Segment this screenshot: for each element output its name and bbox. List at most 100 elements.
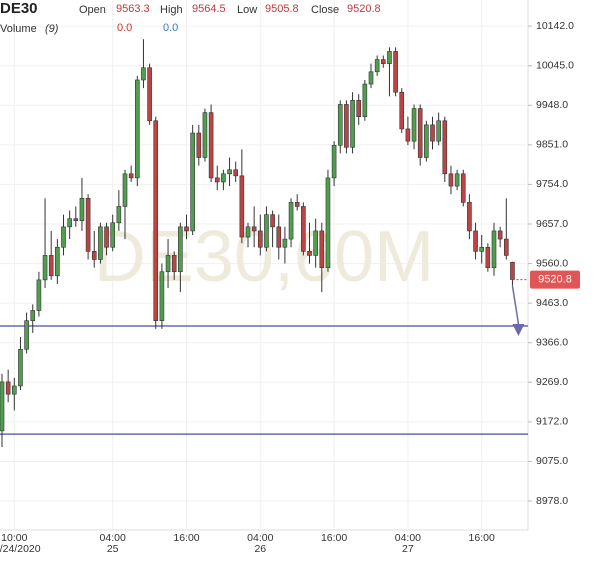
candle-body	[153, 120, 159, 321]
candle-body	[0, 381, 5, 432]
candle-body	[491, 230, 497, 268]
candle-body	[214, 177, 220, 183]
candle-body	[24, 320, 29, 350]
candle-body	[301, 206, 306, 252]
candle-body	[485, 246, 491, 268]
candle-body	[5, 381, 11, 395]
candle-body	[380, 59, 386, 64]
candle-body	[448, 173, 454, 187]
x-date-label: 27	[402, 543, 414, 555]
open-label: Open	[79, 4, 106, 16]
volume-label: Volume	[0, 23, 37, 35]
x-date-label: 26	[254, 543, 266, 555]
x-date-label: 25	[107, 543, 119, 555]
candle-body	[239, 175, 245, 238]
y-tick-label: 9269.0	[536, 376, 568, 388]
candle-body	[497, 230, 503, 240]
candle-body	[128, 173, 134, 179]
x-tick-label: 04:00	[395, 532, 421, 544]
candle-body	[147, 67, 152, 122]
candle-body	[362, 83, 368, 117]
arrow	[511, 285, 520, 325]
candle-body	[282, 238, 288, 248]
candle-body	[251, 226, 257, 232]
candle-body	[184, 226, 189, 232]
y-tick-label: 10142.0	[536, 20, 574, 32]
close-value: 9520.8	[347, 3, 381, 15]
candle-body	[417, 108, 423, 158]
open-value: 9563.3	[116, 3, 150, 15]
y-tick-label: 10045.0	[536, 59, 574, 71]
candle-body	[42, 255, 48, 281]
candle-body	[368, 71, 374, 85]
candle-body	[264, 214, 269, 248]
candle-body	[196, 132, 202, 158]
candle-body	[30, 310, 36, 321]
y-tick-label: 9560.0	[536, 257, 568, 269]
candle-body	[399, 91, 405, 130]
candle-body	[387, 51, 392, 64]
y-tick-label: 9463.0	[536, 297, 568, 309]
candle-body	[227, 169, 232, 175]
close-label: Close	[311, 4, 339, 16]
candle-body	[73, 218, 79, 222]
candle-body	[233, 169, 238, 177]
candle-body	[79, 197, 85, 222]
candle-body	[122, 173, 128, 207]
candle-body	[91, 251, 97, 260]
candle-body	[356, 100, 362, 117]
candle-body	[350, 100, 355, 148]
x-tick-label: 10:00	[1, 532, 27, 544]
candle-body	[344, 104, 349, 148]
candle-body	[405, 128, 411, 142]
candle-body	[430, 124, 435, 142]
candle-body	[270, 214, 275, 228]
y-tick-label: 9657.0	[536, 218, 568, 230]
x-date-label: 03/24/2020	[0, 543, 41, 555]
candle-body	[257, 230, 263, 248]
candle-body	[165, 255, 171, 273]
y-tick-label: 8978.0	[536, 495, 568, 507]
watermark: DE30,60M	[94, 217, 434, 297]
candle-body	[135, 79, 140, 179]
candle-body	[67, 218, 72, 228]
high-label: High	[160, 4, 183, 16]
candle-body	[178, 226, 183, 273]
candle-body	[85, 197, 91, 252]
x-tick-label: 16:00	[469, 532, 495, 544]
low-value: 9505.8	[265, 3, 299, 15]
plot	[0, 39, 528, 448]
y-tick-label: 9172.0	[536, 416, 568, 428]
candle-body	[479, 246, 485, 252]
candle-body	[454, 173, 460, 187]
candle-body	[36, 279, 42, 311]
candle-body	[98, 226, 103, 260]
y-tick-label: 9948.0	[536, 99, 568, 111]
low-label: Low	[237, 4, 257, 16]
candle-body	[55, 246, 60, 277]
last-price-tag	[530, 270, 580, 289]
x-tick-label: 16:00	[173, 532, 199, 544]
volume-period: (9)	[45, 23, 59, 35]
candle-body	[337, 104, 343, 146]
candle-body	[110, 222, 115, 248]
candle-body	[208, 112, 214, 179]
volume-value: 0.0	[117, 22, 132, 34]
candle-body	[319, 230, 325, 268]
candle-body	[503, 238, 509, 256]
candle-body	[473, 230, 478, 252]
candle-body	[48, 255, 54, 277]
x-tick-label: 04:00	[247, 532, 273, 544]
y-tick-label: 9075.0	[536, 455, 568, 467]
last-price-label: 9520.8	[538, 273, 572, 285]
candle-body	[424, 124, 429, 158]
grid	[0, 0, 528, 530]
candle-body	[61, 226, 66, 248]
candle-body	[276, 226, 282, 248]
candle-body	[245, 226, 251, 238]
candle-body	[411, 108, 417, 142]
y-tick-label: 9754.0	[536, 178, 568, 190]
candle-body	[190, 132, 195, 232]
